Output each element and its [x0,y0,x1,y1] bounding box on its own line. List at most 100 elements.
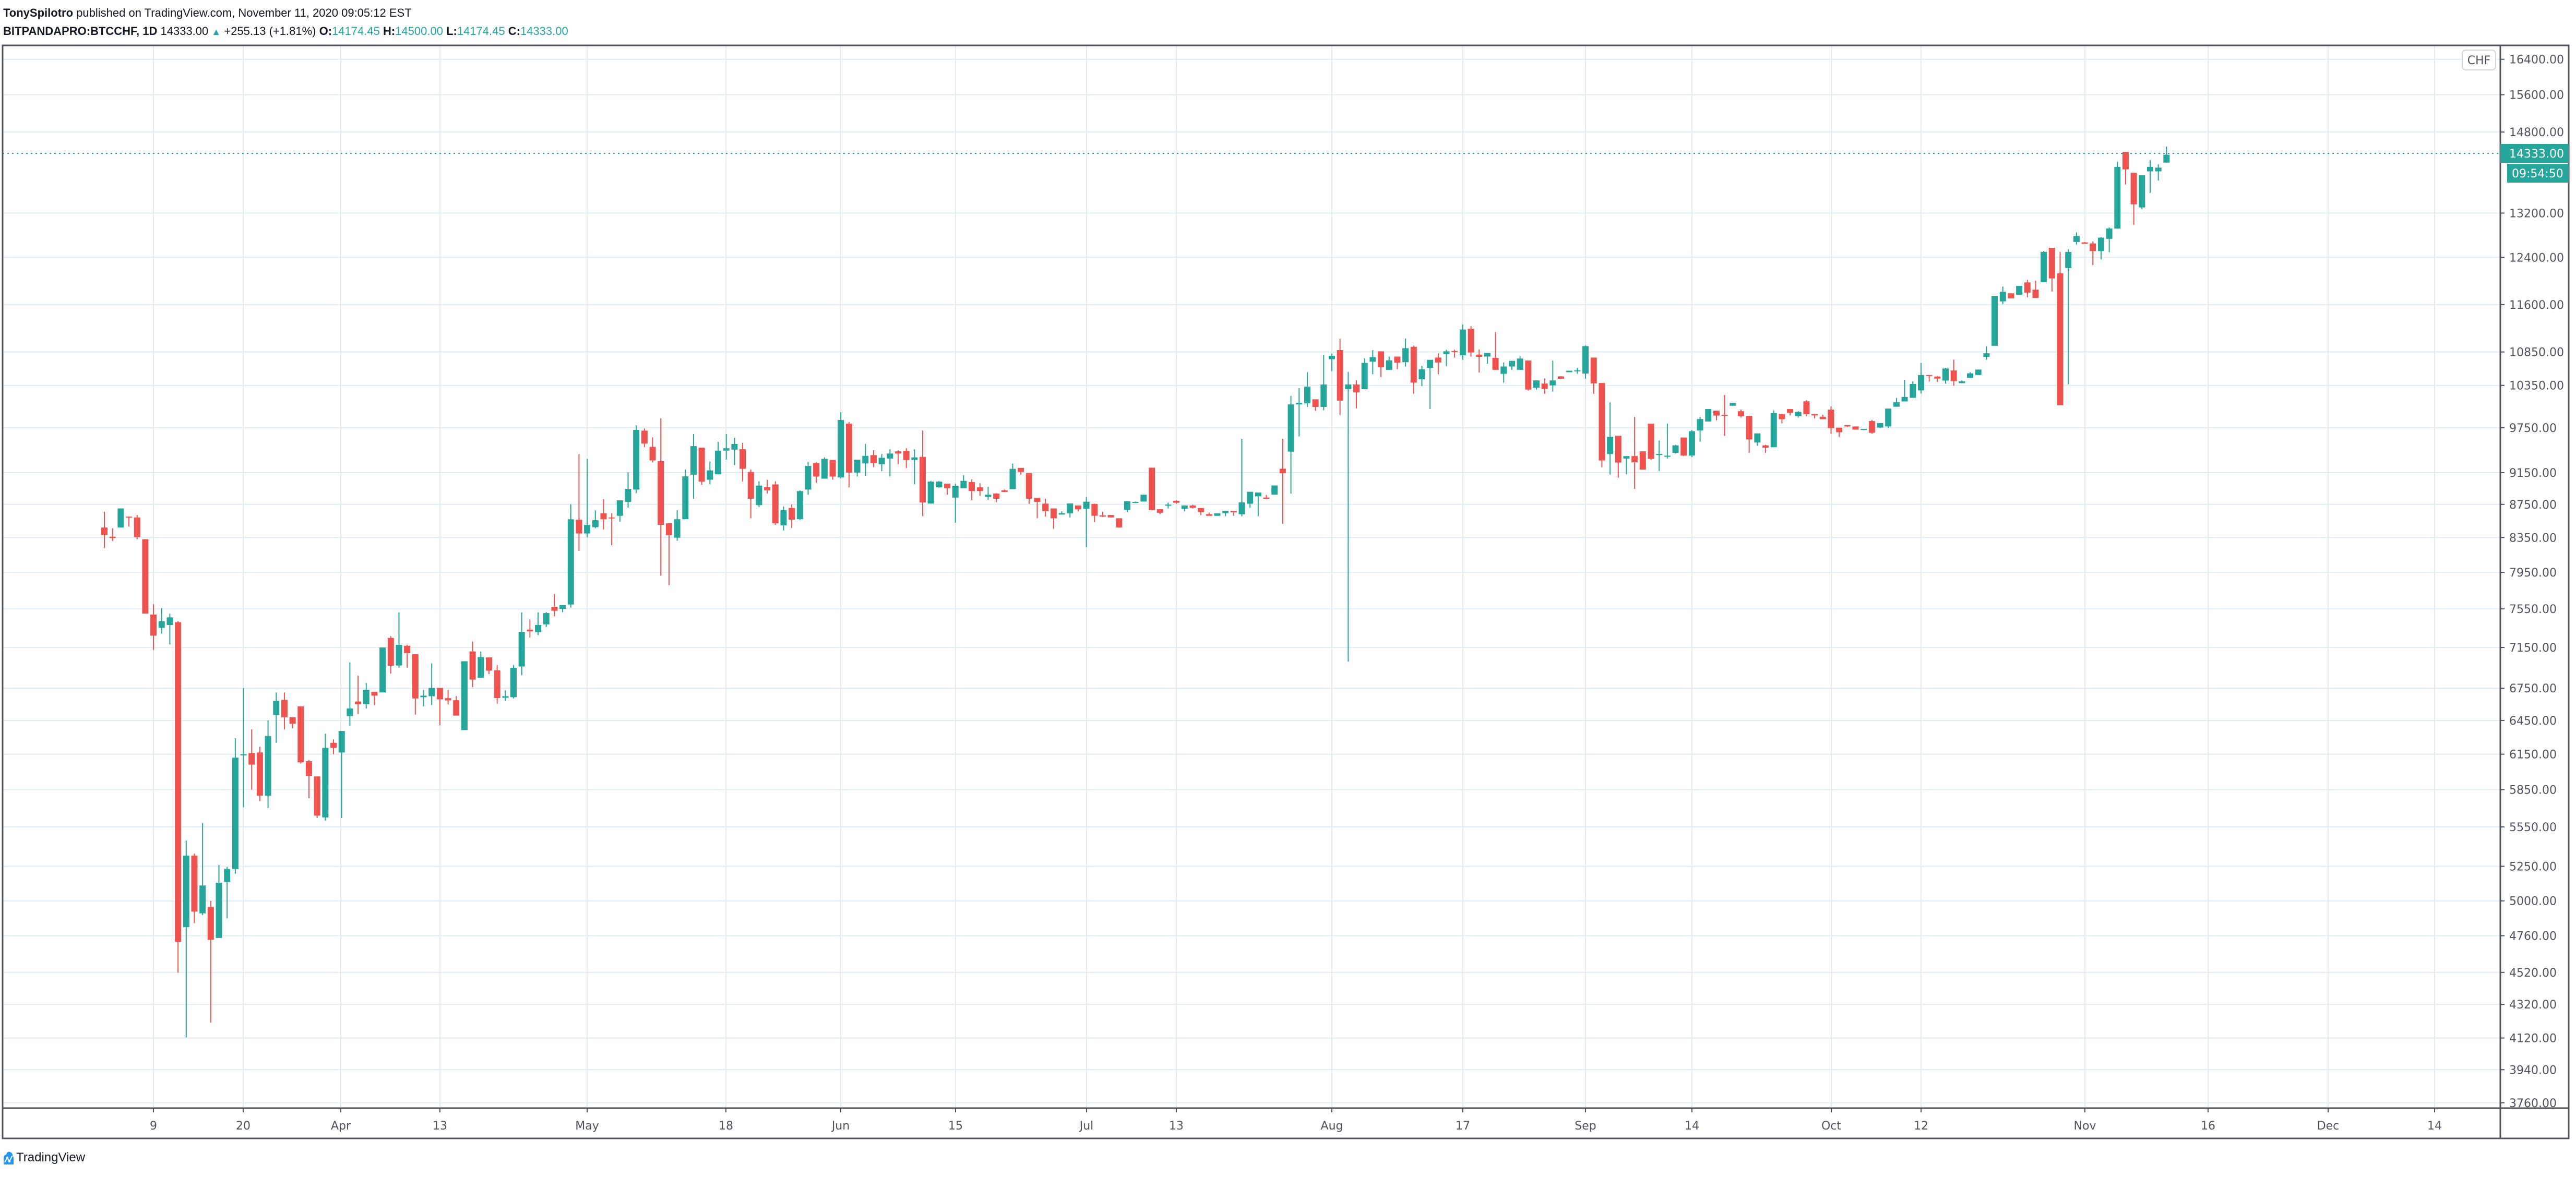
candle-down [1950,359,1957,386]
last-price-value: 14333.00 [2509,148,2564,161]
currency-badge[interactable]: CHF [2462,50,2496,70]
candle-body [1132,502,1139,503]
candle-down [845,422,852,488]
candle-body [224,869,231,882]
candle-body [1500,366,1507,374]
candle-down [191,854,198,923]
candle-down [1001,489,1008,492]
candle-down [993,493,1000,502]
candle-body [1181,505,1188,509]
candle-body [1222,511,1229,513]
candle-body [1418,369,1425,379]
y-tick-label: 4520.00 [2509,967,2557,980]
candle-body [1852,426,1859,430]
candle-body [960,481,967,489]
candle-body [420,695,427,698]
x-tick-label: Aug [1321,1120,1343,1133]
candle-down [1018,467,1024,475]
candle-up [1067,503,1074,518]
candle-up [756,481,762,508]
candle-body [747,472,754,499]
candle-down [1337,339,1343,415]
candle-body [1541,383,1548,389]
candle-body [600,513,607,520]
candle-down [1042,498,1049,517]
candle-down [1394,356,1401,369]
candle-down [134,515,140,539]
candle-body [878,458,885,464]
candle-body [543,613,550,624]
candle-down [1476,349,1483,373]
candle-body [1680,437,1687,456]
candle-up [216,864,222,938]
candle-body [363,690,369,704]
candle-body [485,657,492,671]
candle-down [976,483,983,496]
candle-up [347,662,353,726]
x-tick-label: 20 [236,1120,251,1133]
candle-up [1386,356,1392,370]
y-tick-label: 5550.00 [2509,821,2557,834]
y-tick-label: 5250.00 [2509,860,2557,873]
candle-body [674,519,681,538]
candle-body [2122,151,2129,170]
candle-down [895,450,901,464]
candle-body [993,493,1000,499]
tradingview-logo[interactable]: TradingView [3,1150,85,1166]
candle-up [158,608,165,634]
candle-up [1917,363,1924,394]
candle-body [2041,251,2047,282]
open-label: O: [319,25,332,38]
candle-up [535,612,542,635]
candle-body [1656,454,1663,455]
candle-down [1779,414,1785,424]
candle-body [1255,492,1261,497]
candle-body [150,614,157,636]
bar-countdown: 09:54:50 [2507,164,2569,183]
candle-body [379,647,386,693]
candle-body [838,419,844,477]
candle-body [641,430,648,444]
candle-body [976,487,983,491]
candle-body [1983,353,1990,357]
candle-down [665,523,672,585]
candle-down [1615,436,1621,478]
candle-down [1934,376,1941,382]
candle-body [428,688,435,696]
candle-up [731,438,738,465]
candle-body [183,855,189,928]
candle-down [1836,427,1843,437]
candle-body [232,758,238,869]
candle-body [862,455,869,464]
candle-up [273,692,280,743]
candle-up [2065,249,2072,385]
candle-body [1615,436,1621,463]
y-tick-label: 6450.00 [2509,715,2557,728]
candle-body [461,661,468,730]
y-tick-label: 4760.00 [2509,930,2557,943]
candle-body [1688,431,1695,456]
candle-body [502,696,509,698]
candle-down [306,760,312,798]
candle-body [927,482,934,504]
candle-up [543,612,550,627]
candle-up [1607,402,1614,475]
y-tick-label: 15600.00 [2509,89,2564,102]
author-name[interactable]: TonySpilotro [3,6,74,19]
candle-body [1149,467,1155,510]
y-tick-label: 8350.00 [2509,532,2557,545]
candle-body [1795,412,1802,416]
candle-down [1631,417,1638,489]
candle-body [1754,433,1761,443]
candle-down [469,641,476,688]
candle-up [911,449,918,485]
y-tick-label: 12400.00 [2509,251,2564,265]
x-tick-label: 13 [433,1120,447,1133]
candle-down [1648,424,1654,460]
candle-body [1296,403,1303,405]
candle-body [1868,421,1875,433]
candle-up [2097,237,2104,260]
candle-up [1345,371,1352,662]
candle-body [387,638,394,666]
